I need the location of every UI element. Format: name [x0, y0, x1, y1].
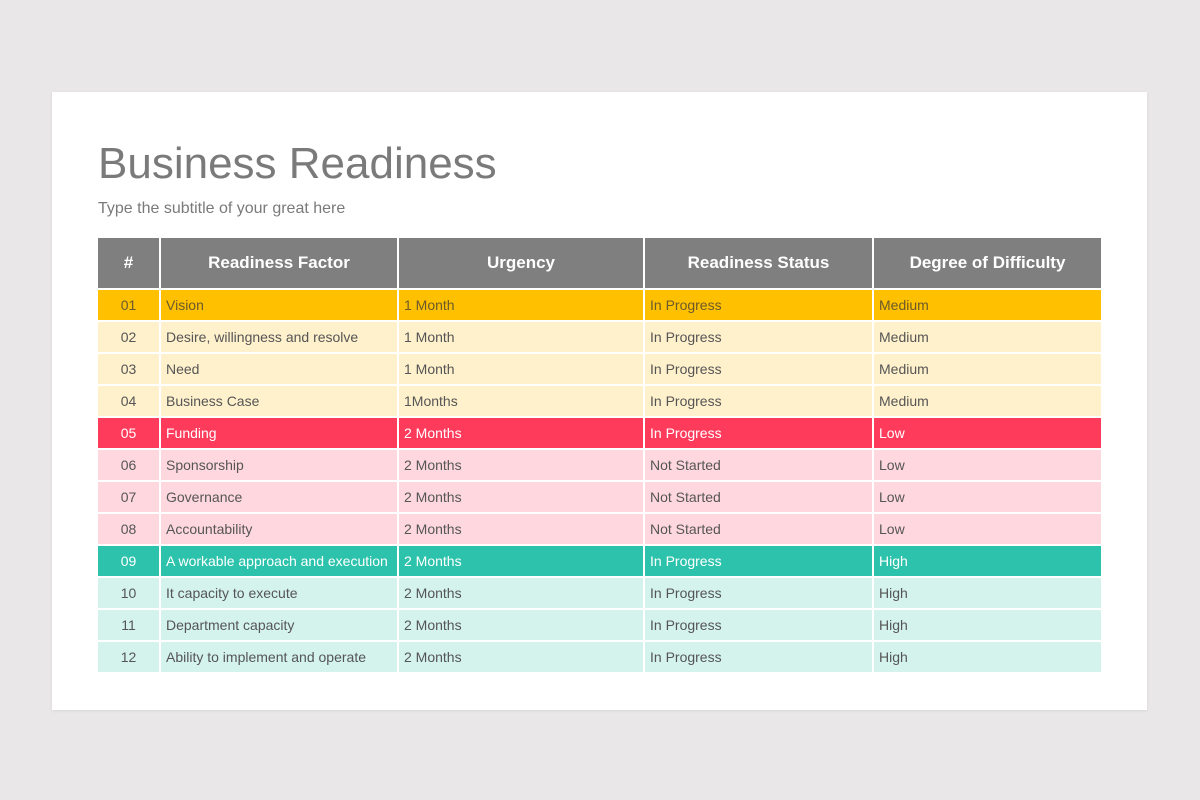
- table-row: 08 Accountability 2 Months Not Started Low: [98, 512, 1101, 546]
- cell-degree-of-difficulty: Low: [872, 448, 1101, 482]
- cell-readiness-status: Not Started: [643, 448, 874, 482]
- slide: Business Readiness Type the subtitle of …: [52, 92, 1147, 710]
- cell-number: 10: [98, 576, 161, 610]
- table-row: 12 Ability to implement and operate 2 Mont…: [98, 640, 1101, 674]
- table-row: 03 Need 1 Month In Progress Medium: [98, 352, 1101, 386]
- readiness-table: # Readiness Factor Urgency Readiness Sta…: [98, 238, 1101, 674]
- cell-readiness-status: In Progress: [643, 352, 874, 386]
- table-row: 07 Governance 2 Months Not Started Low: [98, 480, 1101, 514]
- cell-readiness-status: In Progress: [643, 544, 874, 578]
- table-row: 05 Funding 2 Months In Progress Low: [98, 416, 1101, 450]
- cell-number: 12: [98, 640, 161, 674]
- cell-degree-of-difficulty: Low: [872, 480, 1101, 514]
- cell-number: 02: [98, 320, 161, 354]
- table-row: 10 It capacity to execute 2 Months In Progr…: [98, 576, 1101, 610]
- cell-readiness-factor: Sponsorship: [159, 448, 399, 482]
- table-row: 01 Vision 1 Month In Progress Medium: [98, 288, 1101, 322]
- header-readiness-factor: Readiness Factor: [159, 238, 399, 290]
- cell-number: 05: [98, 416, 161, 450]
- cell-readiness-factor: Need: [159, 352, 399, 386]
- cell-urgency: 2 Months: [397, 608, 645, 642]
- cell-number: 04: [98, 384, 161, 418]
- cell-readiness-factor: Desire, willingness and resolve: [159, 320, 399, 354]
- cell-urgency: 2 Months: [397, 640, 645, 674]
- header-readiness-status: Readiness Status: [643, 238, 874, 290]
- cell-readiness-factor: Ability to implement and operate: [159, 640, 399, 674]
- cell-urgency: 1 Month: [397, 352, 645, 386]
- cell-number: 03: [98, 352, 161, 386]
- cell-degree-of-difficulty: Medium: [872, 288, 1101, 322]
- table-body: 01 Vision 1 Month In Progress Medium 02 Desire…: [98, 288, 1101, 674]
- table-row: 09 A workable approach and execution 2 Mon…: [98, 544, 1101, 578]
- cell-urgency: 1 Month: [397, 320, 645, 354]
- cell-readiness-status: Not Started: [643, 480, 874, 514]
- cell-degree-of-difficulty: Low: [872, 416, 1101, 450]
- cell-urgency: 2 Months: [397, 512, 645, 546]
- cell-degree-of-difficulty: Medium: [872, 352, 1101, 386]
- cell-urgency: 1 Month: [397, 288, 645, 322]
- cell-degree-of-difficulty: High: [872, 608, 1101, 642]
- cell-readiness-factor: Vision: [159, 288, 399, 322]
- table-row: 11 Department capacity 2 Months In Progress…: [98, 608, 1101, 642]
- cell-degree-of-difficulty: High: [872, 576, 1101, 610]
- cell-readiness-factor: Department capacity: [159, 608, 399, 642]
- cell-number: 06: [98, 448, 161, 482]
- cell-readiness-status: Not Started: [643, 512, 874, 546]
- table-row: 02 Desire, willingness and resolve 1 Month…: [98, 320, 1101, 354]
- cell-readiness-factor: Governance: [159, 480, 399, 514]
- header-urgency: Urgency: [397, 238, 645, 290]
- cell-number: 08: [98, 512, 161, 546]
- cell-degree-of-difficulty: Medium: [872, 384, 1101, 418]
- cell-number: 11: [98, 608, 161, 642]
- cell-number: 09: [98, 544, 161, 578]
- cell-readiness-factor: Business Case: [159, 384, 399, 418]
- cell-degree-of-difficulty: High: [872, 544, 1101, 578]
- cell-degree-of-difficulty: High: [872, 640, 1101, 674]
- cell-readiness-status: In Progress: [643, 384, 874, 418]
- cell-readiness-factor: Accountability: [159, 512, 399, 546]
- table-row: 06 Sponsorship 2 Months Not Started Low: [98, 448, 1101, 482]
- cell-readiness-status: In Progress: [643, 576, 874, 610]
- cell-number: 01: [98, 288, 161, 322]
- cell-number: 07: [98, 480, 161, 514]
- cell-readiness-status: In Progress: [643, 640, 874, 674]
- cell-readiness-factor: Funding: [159, 416, 399, 450]
- cell-readiness-factor: A workable approach and execution: [159, 544, 399, 578]
- cell-readiness-status: In Progress: [643, 288, 874, 322]
- cell-readiness-status: In Progress: [643, 320, 874, 354]
- header-degree-of-difficulty: Degree of Difficulty: [872, 238, 1101, 290]
- cell-urgency: 2 Months: [397, 480, 645, 514]
- page-title: Business Readiness: [98, 139, 497, 188]
- cell-urgency: 1Months: [397, 384, 645, 418]
- cell-readiness-status: In Progress: [643, 416, 874, 450]
- page-subtitle: Type the subtitle of your great here: [98, 200, 346, 217]
- cell-readiness-status: In Progress: [643, 608, 874, 642]
- table-row: 04 Business Case 1Months In Progress Medium: [98, 384, 1101, 418]
- cell-urgency: 2 Months: [397, 448, 645, 482]
- cell-urgency: 2 Months: [397, 576, 645, 610]
- cell-degree-of-difficulty: Low: [872, 512, 1101, 546]
- table-header-row: # Readiness Factor Urgency Readiness Sta…: [98, 238, 1101, 290]
- header-number: #: [98, 238, 161, 290]
- cell-readiness-factor: It capacity to execute: [159, 576, 399, 610]
- cell-urgency: 2 Months: [397, 416, 645, 450]
- cell-degree-of-difficulty: Medium: [872, 320, 1101, 354]
- cell-urgency: 2 Months: [397, 544, 645, 578]
